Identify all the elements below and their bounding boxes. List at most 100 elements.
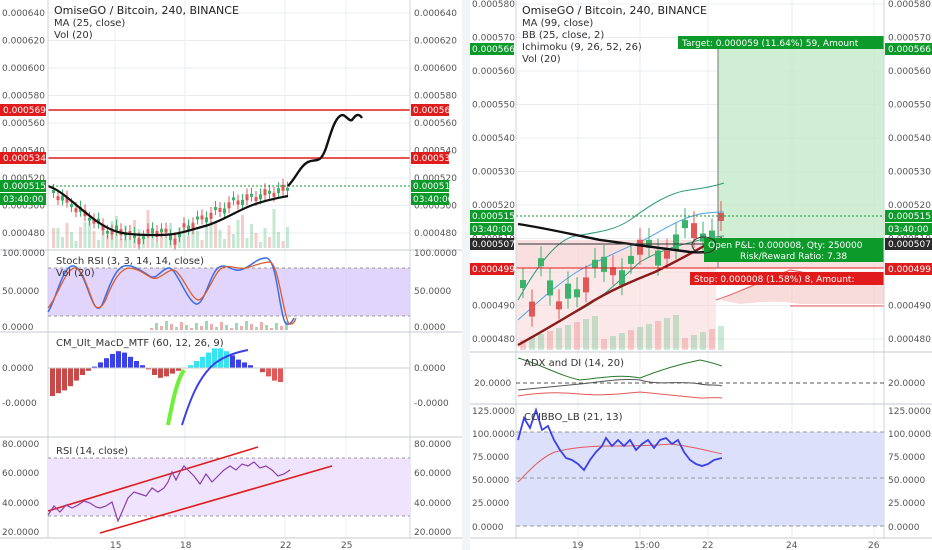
macd-bar	[230, 355, 235, 368]
stoch-volume-bar	[180, 322, 183, 330]
right-candle-body	[682, 220, 688, 229]
left-volume-bar	[191, 222, 195, 248]
stoch-vol-label: Vol (20)	[56, 268, 95, 279]
left-candle-body	[227, 202, 231, 209]
right-candle-body	[529, 301, 535, 317]
left-candle-body	[214, 207, 217, 211]
right-candle-body	[691, 223, 697, 239]
left-volume-bar	[277, 232, 280, 248]
left-candle-body	[209, 212, 213, 219]
stoch-axis-right-1: 50.0000	[414, 287, 451, 297]
tag-entry-left-text: 0.000507	[472, 240, 515, 250]
left-vol-label: Vol (20)	[54, 30, 93, 41]
left-volume-bar	[254, 233, 258, 248]
cci-axis-left-3: 50.0000	[472, 476, 509, 486]
left-volume-bar	[272, 209, 276, 248]
tag-right-current-left	[470, 210, 514, 222]
right-axis-label-9: 0.000490	[888, 302, 931, 312]
tag-target-left-text: 0.000566	[472, 45, 515, 55]
stoch-volume-bar	[275, 323, 278, 330]
left-axis-label-5: 0.000540	[414, 147, 457, 157]
right-candle-body	[637, 239, 643, 255]
right-volume-bar	[529, 337, 535, 350]
left-candle-body	[268, 190, 271, 194]
left-volume-bar	[214, 221, 217, 248]
right-volume-bars	[520, 315, 724, 350]
stoch-axis-left-2: 0.0000	[2, 323, 34, 333]
left-volume-bar	[241, 215, 244, 248]
right-volume-bar	[574, 322, 580, 350]
right-axis-left-label-1: 0.000570	[472, 34, 515, 44]
tag-right-countdown-text: 03:40:00	[888, 225, 929, 235]
stoch-volume-bar	[280, 326, 283, 330]
left-candle-body	[88, 217, 91, 221]
stoch-volume-bar	[220, 322, 223, 330]
right-volume-bar	[610, 336, 616, 350]
left-volume-bar	[128, 234, 132, 248]
left-volume-bar	[196, 231, 199, 248]
projection-path[interactable]	[287, 113, 363, 187]
right-ichimoku-label: Ichimoku (9, 26, 52, 26)	[522, 42, 642, 53]
right-time-axis: 19 15:00 22 24 26	[572, 541, 880, 550]
left-axis-label-7: 0.000500	[414, 202, 457, 212]
right-vol-label: Vol (20)	[522, 54, 561, 65]
macd-bar	[134, 361, 139, 368]
stop-label: Stop: 0.000008 (1.58%) 8, Amount:	[694, 275, 854, 285]
tag-target-left	[470, 43, 514, 55]
macd-line	[181, 349, 249, 426]
macd-bar	[56, 368, 61, 394]
right-volume-bar	[691, 335, 697, 350]
left-candle-body	[164, 228, 168, 233]
right-time-label-4: 26	[868, 541, 880, 550]
left-candle-body	[245, 194, 249, 201]
tag-stop-text: 0.000499	[888, 265, 931, 275]
left-candle-body	[236, 200, 240, 205]
macd-bar	[110, 354, 115, 368]
right-axis-label-1: 0.000570	[888, 34, 931, 44]
right-axis-left-label-2: 0.000560	[472, 67, 515, 77]
left-candle-body	[286, 187, 289, 191]
tag-countdown-left-text: 03:40:00	[3, 195, 44, 205]
left-volume-bar	[187, 236, 190, 248]
rr-label-box[interactable]	[704, 250, 884, 262]
right-volume-bar	[583, 319, 589, 350]
pnl-cursor-circle[interactable]	[691, 236, 717, 254]
right-candle-body	[538, 258, 544, 267]
left-candle-body	[281, 184, 285, 191]
left-candle-body	[110, 230, 114, 235]
right-axis-left-label-9: 0.000490	[472, 302, 515, 312]
left-axis-left-label-1: 0.000620	[2, 37, 45, 47]
macd-bar	[116, 351, 121, 368]
tag-target	[885, 43, 932, 55]
left-axis-label-3: 0.000580	[414, 92, 457, 102]
left-time-label-2: 22	[280, 541, 291, 550]
stoch-volume-bars	[150, 321, 288, 330]
right-volume-bar	[592, 316, 598, 350]
adx-axis-right: 20.0000	[888, 379, 925, 389]
stop-label-box[interactable]	[690, 272, 884, 285]
left-volume-bar	[286, 227, 289, 248]
right-axis-label-0: 0.000580	[888, 0, 931, 10]
right-candle-body	[673, 234, 679, 250]
macd-bar	[98, 362, 103, 368]
left-volume-bar	[79, 227, 82, 248]
target-zone[interactable]	[718, 44, 884, 244]
left-time-label-3: 25	[341, 541, 352, 550]
rsi-channel-lower[interactable]	[99, 465, 333, 534]
stoch-volume-bar	[185, 325, 188, 330]
rsi-channel-upper[interactable]	[47, 446, 259, 512]
tag-entry	[885, 238, 932, 250]
right-candle-body	[619, 270, 625, 286]
left-volume-bar	[281, 241, 285, 248]
macd-bar	[128, 356, 133, 368]
left-candle-body	[223, 208, 226, 214]
right-candle-body	[547, 280, 553, 296]
pnl-label-box[interactable]	[704, 238, 884, 251]
macd-bar	[74, 368, 79, 381]
stoch-volume-bar	[260, 322, 263, 330]
tag-countdown-left	[0, 193, 46, 205]
tag-right-countdown	[885, 223, 932, 235]
target-label-box[interactable]	[678, 36, 884, 49]
right-volume-bar	[538, 334, 544, 350]
stoch-volume-bar	[170, 324, 173, 330]
